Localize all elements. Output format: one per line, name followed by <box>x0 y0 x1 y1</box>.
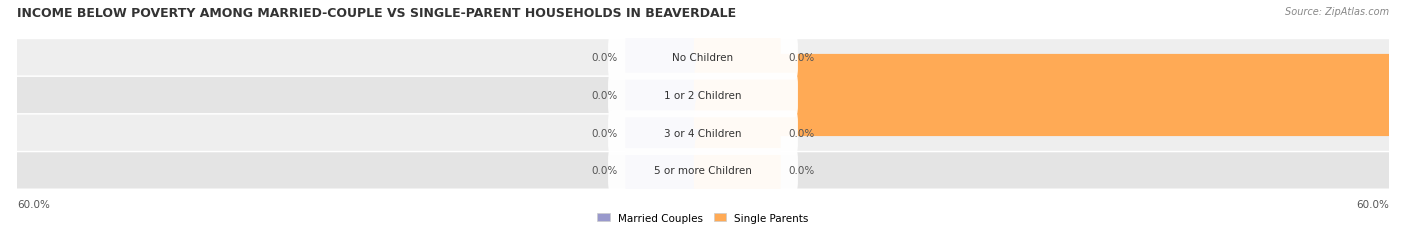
Text: 0.0%: 0.0% <box>591 53 617 63</box>
FancyBboxPatch shape <box>626 130 713 212</box>
FancyBboxPatch shape <box>607 36 799 80</box>
Text: 0.0%: 0.0% <box>789 53 815 63</box>
Text: 60.0%: 60.0% <box>1357 199 1389 209</box>
FancyBboxPatch shape <box>17 40 1389 76</box>
FancyBboxPatch shape <box>17 153 1389 189</box>
FancyBboxPatch shape <box>17 115 1389 151</box>
FancyBboxPatch shape <box>626 92 713 174</box>
FancyBboxPatch shape <box>693 17 780 99</box>
Text: No Children: No Children <box>672 53 734 63</box>
FancyBboxPatch shape <box>607 149 799 193</box>
FancyBboxPatch shape <box>607 111 799 155</box>
Text: 3 or 4 Children: 3 or 4 Children <box>664 128 742 138</box>
FancyBboxPatch shape <box>693 55 1399 137</box>
FancyBboxPatch shape <box>693 130 780 212</box>
FancyBboxPatch shape <box>17 78 1389 114</box>
Text: INCOME BELOW POVERTY AMONG MARRIED-COUPLE VS SINGLE-PARENT HOUSEHOLDS IN BEAVERD: INCOME BELOW POVERTY AMONG MARRIED-COUPL… <box>17 7 735 20</box>
FancyBboxPatch shape <box>626 17 713 99</box>
Text: 0.0%: 0.0% <box>789 128 815 138</box>
Text: Source: ZipAtlas.com: Source: ZipAtlas.com <box>1285 7 1389 17</box>
Text: 60.0%: 60.0% <box>17 199 49 209</box>
FancyBboxPatch shape <box>607 73 799 118</box>
Text: 1 or 2 Children: 1 or 2 Children <box>664 91 742 100</box>
Text: 5 or more Children: 5 or more Children <box>654 166 752 176</box>
Legend: Married Couples, Single Parents: Married Couples, Single Parents <box>595 210 811 226</box>
FancyBboxPatch shape <box>626 55 713 137</box>
Text: 0.0%: 0.0% <box>591 91 617 100</box>
FancyBboxPatch shape <box>693 92 780 174</box>
Text: 0.0%: 0.0% <box>789 166 815 176</box>
Text: 0.0%: 0.0% <box>591 166 617 176</box>
Text: 0.0%: 0.0% <box>591 128 617 138</box>
